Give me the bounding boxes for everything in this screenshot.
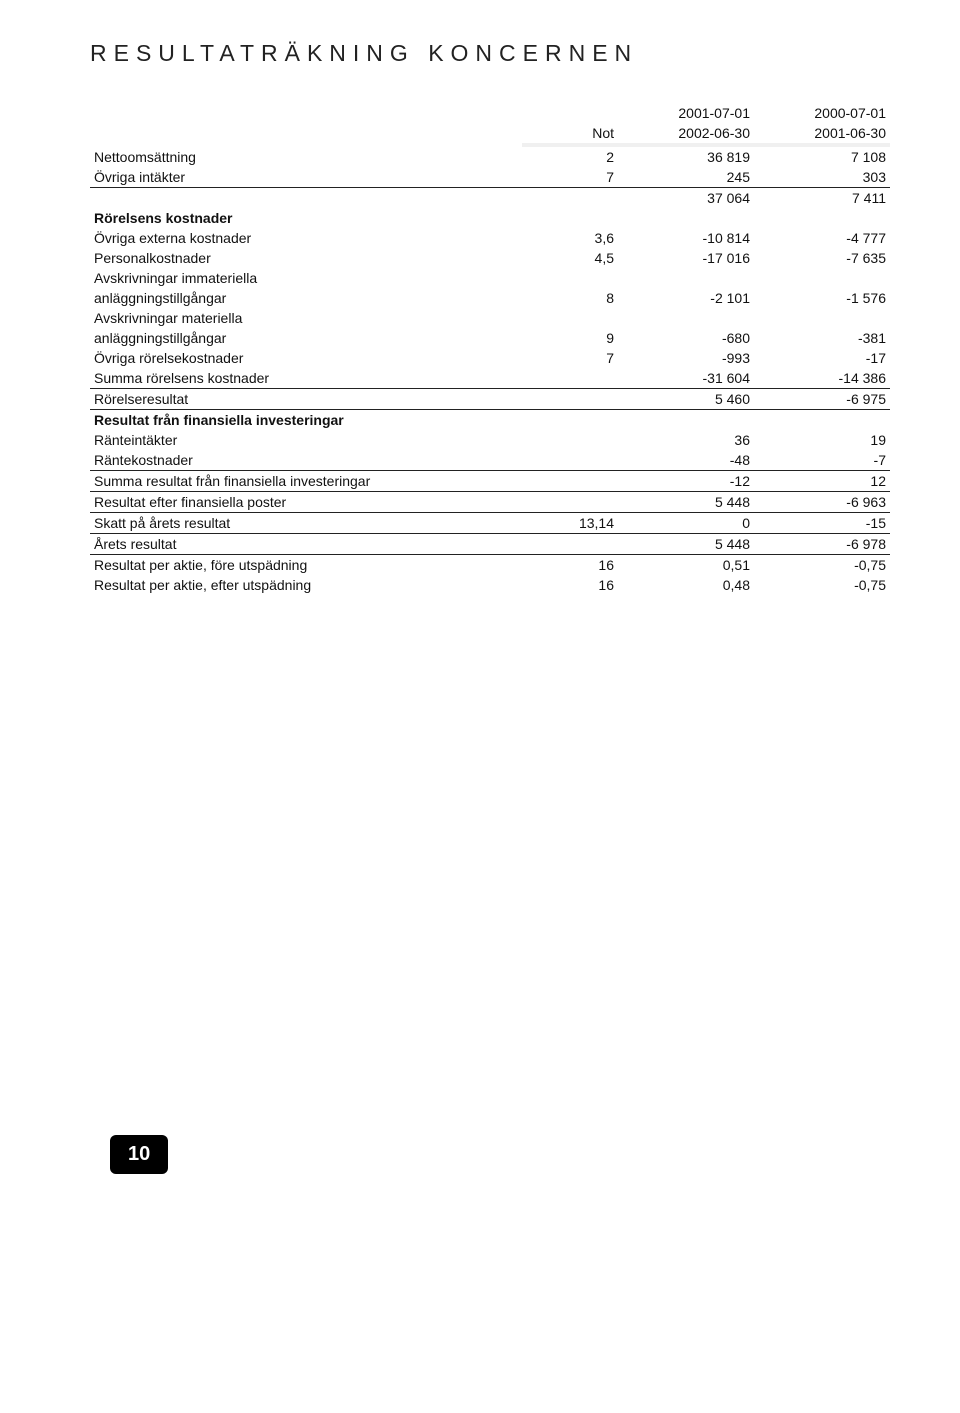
row-v2: 12 (754, 471, 890, 492)
row-label: Övriga intäkter (90, 167, 522, 188)
row-v2: -6 978 (754, 534, 890, 555)
row-label: Övriga rörelsekostnader (90, 348, 522, 368)
section-header: Rörelsens kostnader (90, 208, 522, 228)
row-v1: 5 448 (618, 492, 754, 513)
row-not: 4,5 (522, 248, 618, 268)
col2-header-b: 2001-06-30 (754, 123, 890, 143)
row-not: 9 (522, 328, 618, 348)
row-not: 3,6 (522, 228, 618, 248)
row-v2: -7 635 (754, 248, 890, 268)
row-v2: -4 777 (754, 228, 890, 248)
row-label: Räntekostnader (90, 450, 522, 471)
row-v1: -48 (618, 450, 754, 471)
row-v1: 0 (618, 513, 754, 534)
row-v1: 37 064 (618, 188, 754, 209)
row-v2: -1 576 (754, 288, 890, 308)
row-v1: -2 101 (618, 288, 754, 308)
row-v2: -14 386 (754, 368, 890, 389)
row-not: 13,14 (522, 513, 618, 534)
row-v1: 0,51 (618, 555, 754, 576)
row-v2: -15 (754, 513, 890, 534)
row-label: Resultat per aktie, före utspädning (90, 555, 522, 576)
row-label: Resultat per aktie, efter utspädning (90, 575, 522, 595)
row-v1: -10 814 (618, 228, 754, 248)
row-v1: 5 448 (618, 534, 754, 555)
row-v1: 5 460 (618, 389, 754, 410)
row-v1: 36 (618, 430, 754, 450)
row-label: Årets resultat (90, 534, 522, 555)
row-not: 7 (522, 348, 618, 368)
row-not: 2 (522, 147, 618, 167)
col1-header-b: 2002-06-30 (618, 123, 754, 143)
row-label: Skatt på årets resultat (90, 513, 522, 534)
row-v1: 0,48 (618, 575, 754, 595)
row-v2: -17 (754, 348, 890, 368)
income-statement-table: 2001-07-01 2000-07-01 Not 2002-06-30 200… (90, 103, 890, 595)
col1-header-a: 2001-07-01 (618, 103, 754, 123)
row-v2: -0,75 (754, 555, 890, 576)
row-v2: -381 (754, 328, 890, 348)
row-not: 16 (522, 575, 618, 595)
row-v2: -0,75 (754, 575, 890, 595)
row-not: 8 (522, 288, 618, 308)
row-label: Ränteintäkter (90, 430, 522, 450)
row-v2: 303 (754, 167, 890, 188)
row-v2: -7 (754, 450, 890, 471)
row-v2: 7 411 (754, 188, 890, 209)
row-label: anläggningstillgångar (90, 288, 522, 308)
row-label: Avskrivningar immateriella (90, 268, 522, 288)
row-v2: -6 975 (754, 389, 890, 410)
row-not: 16 (522, 555, 618, 576)
not-header: Not (522, 123, 618, 143)
row-v1: 36 819 (618, 147, 754, 167)
row-label: Resultat efter finansiella poster (90, 492, 522, 513)
row-v1: -680 (618, 328, 754, 348)
page-title: RESULTATRÄKNING KONCERNEN (90, 40, 890, 67)
row-v1: -12 (618, 471, 754, 492)
row-label: Avskrivningar materiella (90, 308, 522, 328)
row-label: Summa resultat från finansiella invester… (90, 471, 522, 492)
row-v2: 19 (754, 430, 890, 450)
col2-header-a: 2000-07-01 (754, 103, 890, 123)
row-v2: 7 108 (754, 147, 890, 167)
row-v1: -993 (618, 348, 754, 368)
row-v1: -17 016 (618, 248, 754, 268)
row-label: Rörelseresultat (90, 389, 522, 410)
row-not: 7 (522, 167, 618, 188)
page-number-badge: 10 (110, 1135, 168, 1174)
row-v2: -6 963 (754, 492, 890, 513)
row-label: Övriga externa kostnader (90, 228, 522, 248)
row-label: Personalkostnader (90, 248, 522, 268)
section-header: Resultat från finansiella investeringar (90, 410, 522, 431)
row-v1: 245 (618, 167, 754, 188)
row-label: anläggningstillgångar (90, 328, 522, 348)
row-v1: -31 604 (618, 368, 754, 389)
row-label: Nettoomsättning (90, 147, 522, 167)
row-label: Summa rörelsens kostnader (90, 368, 522, 389)
